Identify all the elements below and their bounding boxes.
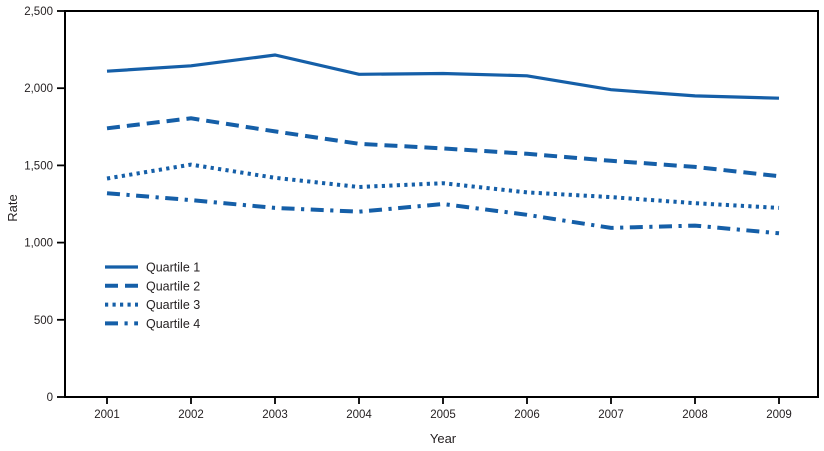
x-tick-label: 2008: [682, 409, 708, 421]
legend-label: Quartile 4: [146, 317, 200, 331]
legend-label: Quartile 2: [146, 279, 200, 293]
x-tick-label: 2004: [346, 409, 372, 421]
x-tick-label: 2003: [262, 409, 288, 421]
y-tick-label: 2,500: [24, 6, 53, 18]
legend: Quartile 1 Quartile 2 Quartile 3 Quartile 4: [105, 261, 200, 331]
y-tick-label: 1,000: [24, 238, 53, 250]
legend-item-quartile-3: Quartile 3: [105, 298, 200, 312]
x-tick-label: 2001: [94, 409, 120, 421]
x-tick-label: 2009: [766, 409, 792, 421]
x-axis-title: Year: [430, 431, 457, 446]
series-line-quartile-2: [106, 116, 780, 179]
x-tick-label: 2006: [514, 409, 540, 421]
plot-frame: [64, 10, 819, 398]
legend-item-quartile-1: Quartile 1: [105, 261, 200, 275]
x-tick-label: 2005: [430, 409, 456, 421]
y-axis-title: Rate: [5, 194, 20, 221]
legend-label: Quartile 1: [146, 261, 200, 275]
series-line-quartile-1: [106, 53, 780, 100]
x-tick-label: 2002: [178, 409, 204, 421]
x-tick-label: 2007: [598, 409, 624, 421]
legend-item-quartile-2: Quartile 2: [105, 279, 200, 293]
legend-item-quartile-4: Quartile 4: [105, 317, 200, 331]
y-tick-label: 2,000: [24, 83, 53, 95]
legend-label: Quartile 3: [146, 298, 200, 312]
series-line-quartile-3: [106, 162, 780, 210]
y-tick-label: 1,500: [24, 160, 53, 172]
series-line-quartile-4: [106, 191, 780, 236]
y-tick-label: 500: [34, 315, 53, 327]
y-tick-label: 0: [47, 392, 53, 404]
